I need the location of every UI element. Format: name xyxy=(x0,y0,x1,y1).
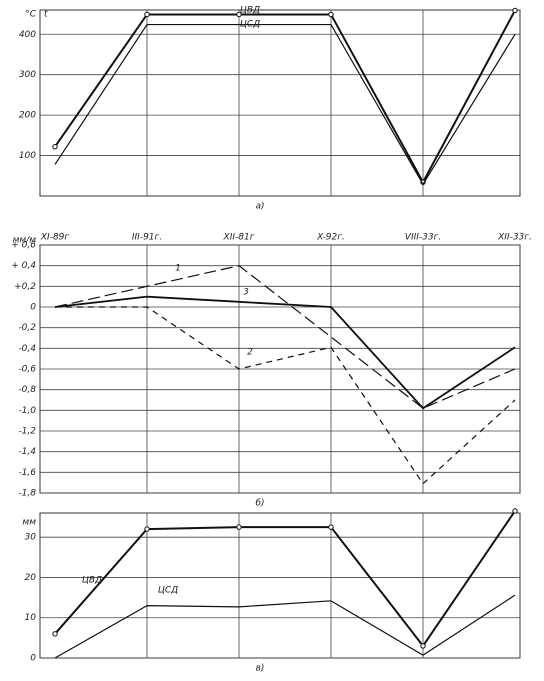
y-tick-label: 400 xyxy=(19,30,36,40)
y-tick-label: -1,2 xyxy=(18,427,36,437)
series-label: 1 xyxy=(175,264,181,274)
series-line xyxy=(54,9,516,185)
series-label: ЦСД xyxy=(240,20,260,30)
point xyxy=(328,11,334,18)
x-tick-label: XI-89г xyxy=(40,233,70,243)
y-tick-label: 0 xyxy=(30,654,36,664)
y-tick-label: -0,8 xyxy=(18,385,36,395)
y-tick-label: -0,4 xyxy=(18,344,36,354)
x-tick-label: III-91г. xyxy=(132,233,162,243)
series-label: 2 xyxy=(247,348,253,358)
point xyxy=(52,143,58,150)
series-line xyxy=(55,306,516,485)
subtitle: б) xyxy=(255,499,264,509)
point xyxy=(512,7,518,14)
y-tick-label: -1,4 xyxy=(18,447,36,457)
y-tick-label: 20 xyxy=(25,573,37,583)
subtitle: в) xyxy=(256,664,265,674)
y-tick-label: 300 xyxy=(19,70,36,80)
series-line xyxy=(54,295,516,410)
point xyxy=(328,524,334,530)
y-tick-label: + 0,4 xyxy=(11,261,36,271)
series-line xyxy=(54,594,516,659)
y-tick-label: 30 xyxy=(25,533,37,543)
series-line xyxy=(54,265,516,409)
y-axis-unit: мм/м xyxy=(13,236,37,246)
series-line xyxy=(54,23,516,186)
y-tick-label: 10 xyxy=(25,613,37,623)
x-tick-label: XII-81г xyxy=(223,233,255,243)
series-label: 3 xyxy=(243,288,249,298)
x-tick-label: VIII-33г. xyxy=(405,233,441,243)
y-tick-label: -0,6 xyxy=(18,365,36,375)
point xyxy=(420,643,426,649)
y-tick-label: 100 xyxy=(19,151,36,161)
series-line xyxy=(54,510,516,648)
plot-frame xyxy=(39,9,521,197)
y-axis-unit: °C xyxy=(25,10,37,20)
point xyxy=(512,508,518,514)
y-tick-label: -0,2 xyxy=(18,323,36,333)
y-tick-label: -1,8 xyxy=(18,489,36,499)
y-tick-label: -1,6 xyxy=(18,468,36,478)
y-axis-unit: мм xyxy=(22,518,36,528)
point xyxy=(236,11,242,18)
subtitle: а) xyxy=(255,202,264,212)
plot-frame xyxy=(39,512,521,659)
series-label: ЦВД xyxy=(82,576,102,586)
x-tick-label: XII-33г. xyxy=(497,233,532,243)
y-tick-label: -1,0 xyxy=(18,406,36,416)
point xyxy=(236,524,242,530)
x-tick-label: X-92г. xyxy=(316,233,345,243)
point xyxy=(144,526,150,532)
series-label: ЦСД xyxy=(158,586,178,596)
y-tick-label: + 0,6 xyxy=(11,241,36,251)
point xyxy=(52,631,58,637)
y-tick-label: 200 xyxy=(19,111,36,121)
series-label: ЦВД xyxy=(240,6,260,16)
y-tick-label: 0 xyxy=(30,303,36,313)
annotation: t xyxy=(44,10,48,20)
point xyxy=(144,11,150,18)
y-tick-label: +0,2 xyxy=(14,282,36,292)
